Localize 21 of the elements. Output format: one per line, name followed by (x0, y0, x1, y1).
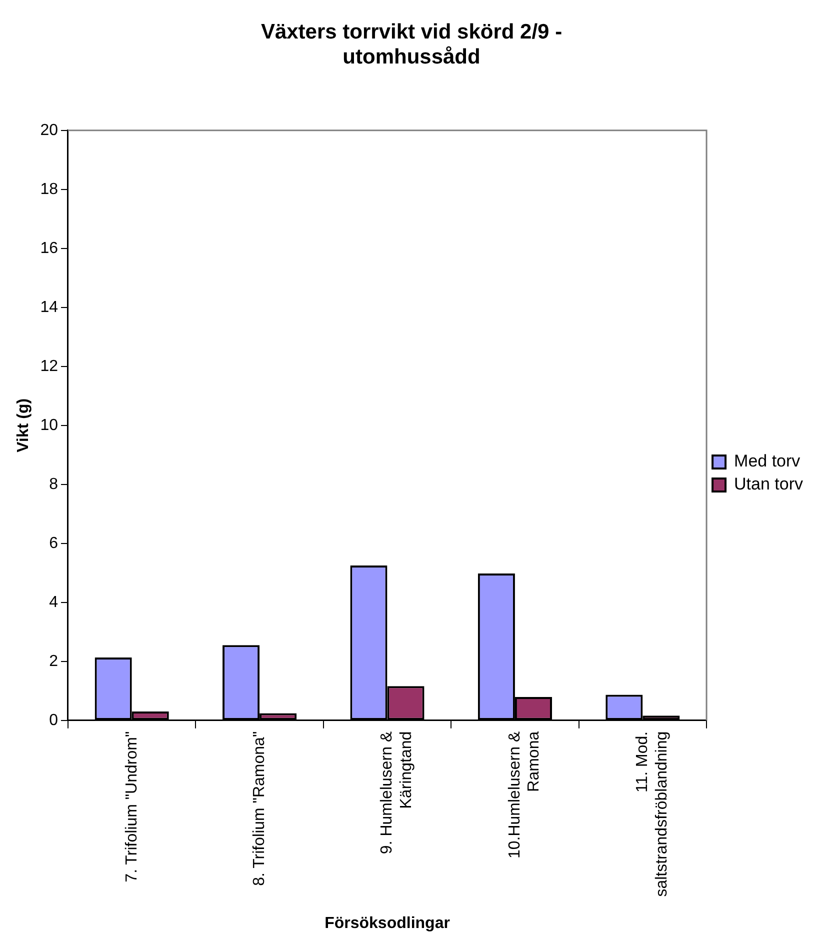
y-tick-label: 20 (40, 122, 58, 139)
y-tick-label: 6 (49, 534, 58, 552)
y-tick-label: 8 (49, 476, 58, 493)
legend-label: Utan torv (734, 474, 804, 494)
y-axis-title: Vikt (g) (15, 398, 32, 452)
y-tick-label: 2 (49, 652, 58, 670)
y-tick-label: 16 (40, 240, 58, 257)
x-tick-label: 9. Humlelusern & Käringtand (378, 731, 415, 854)
y-tick-label: 18 (40, 180, 58, 198)
y-tick-label: 10 (40, 416, 58, 434)
legend-label: Med torv (734, 452, 801, 471)
y-tick-label: 14 (40, 298, 58, 316)
x-tick-label: 7. Trifolium "Undrom" (123, 731, 140, 882)
y-tick-label: 0 (49, 712, 58, 729)
chart-title: Växters torrvikt vid skörd 2/9 - utomhussådd (260, 20, 562, 69)
x-tick-label: 11. Mod. saltstrandsfröblandning (634, 731, 670, 897)
x-axis-title: Försöksodlingar (324, 914, 450, 932)
x-tick-label: 10.Humlelusern & Ramona (506, 731, 543, 859)
y-tick-label: 4 (49, 594, 58, 611)
y-tick-label: 12 (40, 358, 58, 375)
x-tick-label: 8. Trifolium "Ramona" (250, 731, 268, 886)
